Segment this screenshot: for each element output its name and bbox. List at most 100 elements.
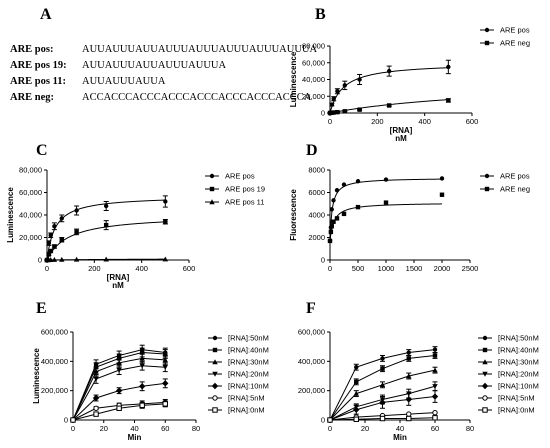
panel-letter-c: C [36, 142, 48, 159]
legend-label: [RNA]:10nM [228, 382, 269, 391]
data-point [162, 401, 168, 407]
legend-marker [484, 186, 490, 192]
y-tick-label: 600,000 [298, 328, 325, 337]
x-tick-label: 200 [371, 117, 384, 126]
data-point [162, 357, 168, 363]
sequence-label: ARE pos: [10, 44, 54, 55]
data-point [139, 350, 145, 355]
legend-marker [484, 27, 490, 33]
data-point [331, 96, 336, 101]
legend-label: [RNA]:20nM [228, 370, 269, 379]
data-point [342, 83, 347, 88]
y-axis-label: Fluorescence [289, 189, 298, 241]
y-axis-label: Luminescence [6, 187, 15, 243]
legend-label: [RNA]:0nM [498, 406, 535, 415]
data-point [353, 390, 359, 396]
x-axis-label: nM [112, 281, 124, 290]
data-point [103, 222, 109, 228]
legend-label: [RNA]:30nM [228, 358, 269, 367]
data-point [73, 256, 80, 262]
sequence-text: ACCACCCACCCACCCACCCACCCACCCACCCA [82, 92, 312, 103]
data-point [334, 188, 340, 193]
legend-marker [211, 382, 219, 390]
data-point [103, 203, 109, 209]
y-tick-label: 80,000 [19, 166, 42, 175]
sequence-row: ARE pos 19: AUUAUUUAUUAUUUAUUUA [10, 60, 226, 71]
legend-marker [482, 359, 488, 365]
legend-label: [RNA]:10nM [498, 382, 539, 391]
y-tick-label: 0 [64, 416, 68, 425]
x-tick-label: 80 [192, 424, 200, 433]
data-point [432, 353, 438, 358]
sequence-row: ARE neg: ACCACCCACCCACCCACCCACCCACCCACCCA [10, 92, 311, 103]
x-tick-label: 1000 [378, 264, 395, 273]
sequence-row: ARE pos 11: AUUAUUUAUUA [10, 76, 165, 87]
x-tick-label: 600 [183, 264, 196, 273]
data-point [327, 417, 333, 423]
data-point [353, 406, 360, 413]
data-point [432, 347, 438, 352]
legend-marker [481, 382, 489, 390]
x-tick-label: 60 [431, 424, 439, 433]
data-point [380, 366, 385, 371]
y-tick-label: 4000 [308, 211, 325, 220]
legend-label: [RNA]:50nM [498, 334, 539, 343]
data-point [328, 229, 334, 235]
data-point [331, 219, 336, 224]
data-point [431, 393, 439, 400]
y-tick-label: 600,000 [41, 328, 68, 337]
sequence-label: ARE neg: [10, 92, 55, 103]
data-point [353, 416, 359, 422]
legend-label: ARE neg [500, 39, 530, 48]
legend-label: ARE pos 11 [225, 198, 264, 207]
data-point [406, 350, 411, 355]
x-tick-label: 600 [466, 117, 479, 126]
y-tick-label: 200,000 [298, 386, 325, 395]
y-tick-label: 80,000 [302, 42, 325, 51]
sequence-label: ARE pos 11: [10, 76, 67, 87]
data-point [116, 360, 122, 365]
y-tick-label: 0 [321, 109, 325, 118]
legend-marker [209, 199, 215, 205]
data-point [59, 256, 65, 262]
data-point [342, 109, 347, 114]
data-point [139, 402, 145, 409]
x-tick-label: 400 [418, 117, 431, 126]
sequence-row: ARE pos: AUUAUUUAUUAUUUAUUUAUUUAUUUAUUUA [10, 44, 317, 55]
x-tick-label: 20 [361, 424, 369, 433]
data-point [383, 177, 389, 182]
data-point [139, 363, 145, 369]
legend-marker [212, 359, 218, 365]
y-tick-label: 0 [321, 256, 325, 265]
data-point [331, 198, 336, 203]
panel-letter-a: A [40, 6, 52, 23]
panel-letter-e: E [36, 300, 47, 317]
data-point [163, 219, 168, 224]
data-point [52, 244, 57, 249]
legend-label: ARE pos [225, 172, 255, 181]
legend-marker [482, 395, 488, 401]
data-point [59, 237, 64, 242]
data-point [52, 224, 57, 229]
legend-marker [212, 371, 218, 377]
data-point [48, 248, 53, 254]
legend-marker [209, 186, 215, 192]
panel-letter-f: F [306, 300, 316, 317]
y-tick-label: 8000 [308, 166, 325, 175]
x-axis-label: nM [395, 134, 407, 143]
data-point [46, 240, 52, 246]
data-point [379, 399, 386, 406]
data-point [439, 192, 445, 197]
data-point [341, 211, 347, 217]
data-point [354, 365, 359, 370]
sequence-text: AUUAUUUAUUAUUUAUUUAUUUAUUUAUUUA [82, 44, 318, 55]
data-point [335, 109, 340, 115]
data-point [357, 107, 362, 112]
legend-label: [RNA]:20nM [498, 370, 539, 379]
data-point [406, 373, 412, 379]
legend-label: [RNA]:50nM [228, 334, 269, 343]
data-point [386, 68, 392, 74]
